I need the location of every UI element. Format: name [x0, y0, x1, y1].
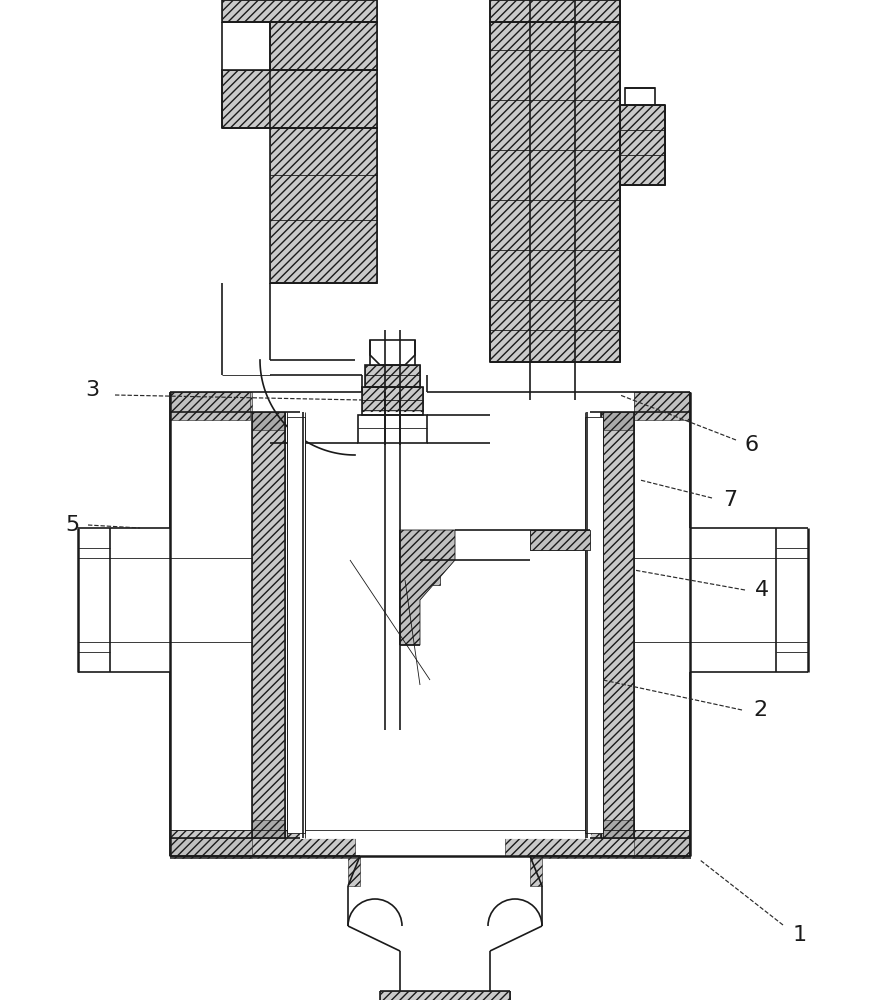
Bar — [252, 412, 285, 430]
Bar — [634, 392, 690, 420]
Bar — [400, 530, 440, 585]
Bar — [530, 530, 590, 550]
Bar — [490, 0, 620, 22]
Bar — [490, 0, 620, 22]
Bar — [380, 991, 510, 1000]
Bar — [270, 22, 377, 70]
Polygon shape — [400, 530, 455, 645]
Bar — [222, 0, 377, 22]
Bar — [300, 412, 590, 838]
Bar — [365, 365, 420, 387]
Bar — [362, 387, 423, 415]
Bar — [365, 365, 420, 387]
Bar — [634, 392, 690, 412]
Bar — [601, 412, 634, 838]
Text: 1: 1 — [793, 925, 807, 945]
Polygon shape — [370, 340, 415, 365]
Bar — [348, 856, 360, 886]
Bar — [270, 128, 377, 283]
Bar — [222, 70, 377, 128]
Text: 7: 7 — [723, 490, 737, 510]
Text: 3: 3 — [85, 380, 99, 400]
Bar — [601, 412, 634, 430]
Bar — [358, 415, 427, 443]
Bar — [620, 105, 665, 185]
Bar — [490, 22, 620, 362]
Bar — [170, 838, 252, 858]
Text: 5: 5 — [65, 515, 79, 535]
Bar — [170, 856, 360, 858]
Bar — [530, 856, 690, 858]
Bar — [170, 392, 250, 420]
Bar — [252, 412, 285, 838]
Bar — [222, 0, 377, 22]
Bar — [625, 88, 655, 105]
Bar — [505, 830, 690, 856]
Bar — [252, 820, 285, 838]
Text: 6: 6 — [745, 435, 759, 455]
Bar — [270, 22, 377, 70]
Text: 2: 2 — [753, 700, 767, 720]
Bar — [358, 415, 427, 443]
Bar — [222, 70, 377, 128]
Bar — [490, 22, 620, 362]
Bar — [585, 417, 603, 833]
Text: 4: 4 — [755, 580, 769, 600]
Bar — [170, 830, 355, 856]
Bar — [530, 856, 542, 886]
Polygon shape — [530, 530, 590, 550]
Bar — [287, 417, 305, 833]
Bar — [170, 392, 252, 412]
Bar — [620, 105, 665, 185]
Bar — [362, 387, 423, 415]
Bar — [634, 838, 690, 858]
Bar — [601, 820, 634, 838]
Bar — [270, 128, 377, 283]
